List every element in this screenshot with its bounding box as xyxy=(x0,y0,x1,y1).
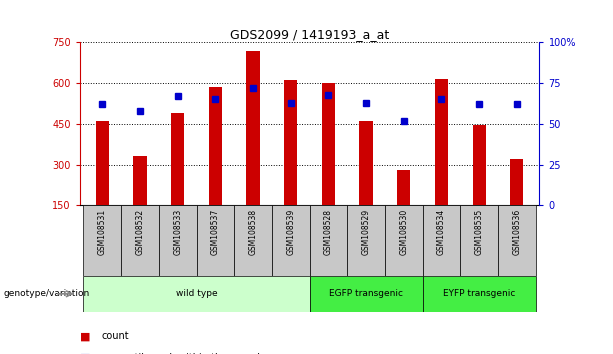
Text: GSM108532: GSM108532 xyxy=(135,209,145,255)
Bar xyxy=(397,170,410,205)
Bar xyxy=(83,205,121,276)
Bar xyxy=(209,87,222,205)
Text: ■: ■ xyxy=(80,353,90,354)
Bar xyxy=(310,276,422,312)
Bar xyxy=(347,205,385,276)
Bar xyxy=(385,205,422,276)
Bar xyxy=(422,276,536,312)
Text: EGFP transgenic: EGFP transgenic xyxy=(329,289,403,298)
Text: GSM108529: GSM108529 xyxy=(362,209,371,255)
Bar xyxy=(171,113,185,205)
Bar xyxy=(159,205,197,276)
Text: genotype/variation: genotype/variation xyxy=(3,289,89,298)
Bar xyxy=(510,159,524,205)
Bar xyxy=(310,205,347,276)
Text: count: count xyxy=(101,331,129,341)
Bar xyxy=(121,205,159,276)
Text: percentile rank within the sample: percentile rank within the sample xyxy=(101,353,266,354)
Text: wild type: wild type xyxy=(176,289,218,298)
Bar xyxy=(473,125,485,205)
Text: GSM108538: GSM108538 xyxy=(248,209,257,255)
Bar xyxy=(246,51,260,205)
Bar xyxy=(272,205,310,276)
Text: GSM108537: GSM108537 xyxy=(211,209,220,255)
Title: GDS2099 / 1419193_a_at: GDS2099 / 1419193_a_at xyxy=(230,28,389,41)
Bar xyxy=(284,80,297,205)
Bar xyxy=(498,205,536,276)
Text: GSM108528: GSM108528 xyxy=(324,209,333,255)
Text: GSM108533: GSM108533 xyxy=(173,209,182,255)
Text: GSM108530: GSM108530 xyxy=(399,209,408,255)
Bar xyxy=(96,121,109,205)
Bar xyxy=(359,121,373,205)
Text: GSM108535: GSM108535 xyxy=(474,209,484,255)
Bar xyxy=(134,156,147,205)
Bar xyxy=(83,276,310,312)
Text: GSM108531: GSM108531 xyxy=(98,209,107,255)
Text: GSM108536: GSM108536 xyxy=(512,209,521,255)
Bar xyxy=(197,205,234,276)
Bar xyxy=(435,79,448,205)
Text: ■: ■ xyxy=(80,331,90,341)
Text: GSM108539: GSM108539 xyxy=(286,209,295,255)
Bar xyxy=(322,83,335,205)
Bar xyxy=(460,205,498,276)
Text: GSM108534: GSM108534 xyxy=(437,209,446,255)
Text: EYFP transgenic: EYFP transgenic xyxy=(443,289,516,298)
Bar xyxy=(234,205,272,276)
Bar xyxy=(422,205,460,276)
